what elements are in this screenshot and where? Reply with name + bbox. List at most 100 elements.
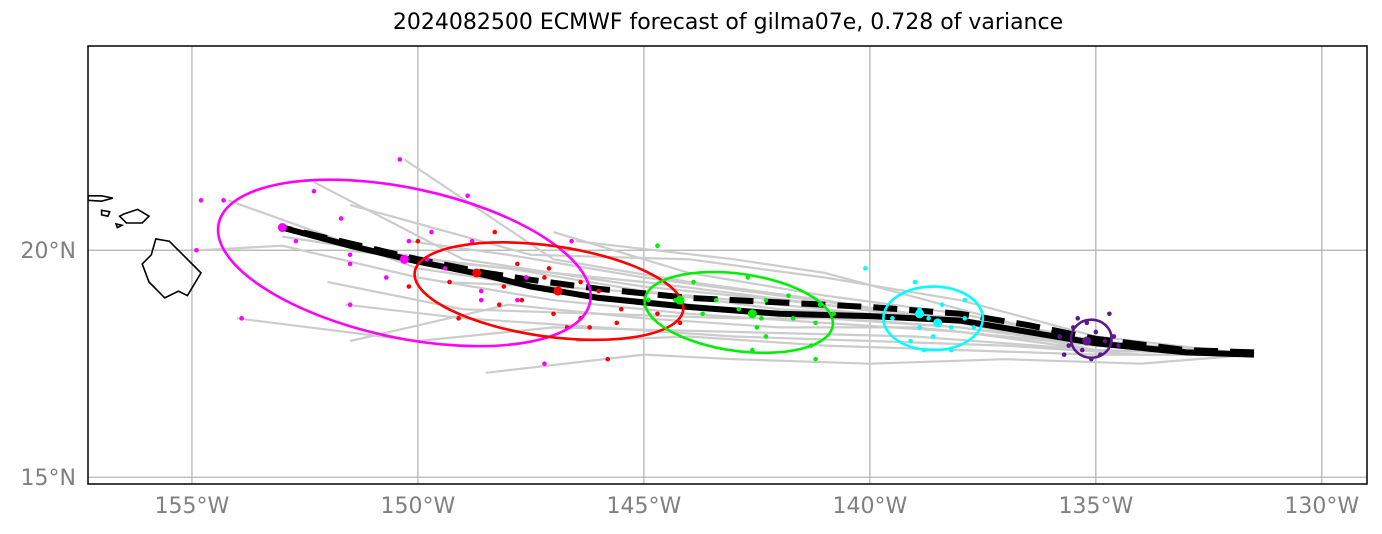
member-point (596, 288, 601, 294)
mean-position (1082, 336, 1092, 346)
member-point (293, 238, 299, 244)
mean-position (472, 268, 482, 278)
hawaii-coastline (88, 195, 203, 299)
member-point (813, 320, 818, 326)
member-point (813, 356, 818, 362)
member-point (863, 266, 868, 271)
member-point (908, 338, 913, 344)
member-point (492, 229, 498, 235)
member-point (691, 279, 696, 285)
member-point (311, 188, 317, 194)
member-point (926, 316, 931, 321)
member-point (519, 297, 525, 303)
member-point (890, 316, 895, 321)
member-point (546, 266, 552, 271)
ensemble-track (576, 335, 1254, 356)
member-point (962, 297, 968, 303)
mean-position (553, 286, 563, 296)
x-tick-label: 130°W (1284, 494, 1359, 519)
member-point (496, 302, 502, 308)
plot-frame (87, 45, 1368, 485)
ensemble-track (403, 158, 1255, 356)
member-point (524, 275, 529, 280)
member-point (447, 279, 452, 285)
member-point (763, 297, 769, 303)
member-point (759, 316, 764, 321)
axis-tick-labels: 155°W 150°W 145°W 140°W 135°W 130°W 20°N 15°N (21, 239, 1360, 519)
member-point (406, 238, 412, 244)
member-point (713, 297, 719, 303)
mean-position (675, 295, 685, 305)
member-point (198, 198, 204, 203)
member-point (429, 229, 434, 235)
member-point (1057, 334, 1062, 339)
uncertainty-ellipses (216, 178, 1113, 360)
uncertainty-ellipse (882, 285, 985, 352)
coastline-molokai (88, 195, 114, 203)
uncertainty-ellipse (1069, 318, 1113, 360)
member-point (456, 316, 461, 321)
mean-position (933, 318, 943, 328)
member-point (1079, 347, 1085, 353)
member-point (338, 216, 344, 221)
member-point (930, 334, 936, 339)
member-point (347, 252, 353, 258)
x-tick-label: 145°W (607, 494, 682, 519)
member-point (1116, 343, 1121, 348)
member-point (939, 302, 945, 308)
member-point (569, 238, 574, 244)
member-point (917, 325, 922, 330)
member-point (469, 238, 475, 244)
member-point (347, 302, 353, 308)
x-tick-label: 140°W (832, 494, 907, 519)
member-point (1107, 311, 1112, 317)
member-point (515, 261, 520, 267)
member-point (478, 297, 484, 303)
member-point (763, 334, 769, 339)
coastline-lanai (100, 209, 111, 218)
member-point (221, 198, 226, 203)
member-point (383, 275, 389, 280)
mean-track-solid (281, 224, 1255, 358)
member-point (790, 316, 796, 321)
mean-position (747, 309, 757, 319)
uncertainty-ellipse (216, 178, 592, 348)
member-point (542, 275, 547, 280)
member-point (614, 320, 620, 326)
mean-position (915, 309, 925, 319)
member-point (442, 266, 448, 271)
member-point (415, 238, 421, 244)
member-point (786, 293, 791, 298)
mean-position-dots (277, 223, 1092, 346)
member-point (578, 279, 583, 285)
member-point (1061, 352, 1067, 357)
y-tick-label: 15°N (21, 466, 76, 491)
member-point (587, 325, 592, 330)
member-point (912, 279, 918, 285)
member-point (745, 275, 751, 280)
member-point (700, 311, 705, 317)
member-point (655, 311, 660, 317)
ensemble-track (200, 244, 1255, 356)
uncertainty-ellipse (413, 241, 685, 342)
member-point (971, 325, 977, 330)
ensemble-mean-track (281, 224, 1255, 358)
member-point (1093, 329, 1099, 335)
x-tick-label: 155°W (155, 494, 230, 519)
member-point (551, 311, 556, 317)
map-title: 2024082500 ECMWF forecast of gilma07e, 0… (392, 10, 1064, 35)
member-point (677, 320, 683, 326)
member-point (239, 316, 244, 321)
ensemble-track (485, 353, 1255, 374)
member-point (754, 325, 760, 330)
member-point (501, 284, 507, 289)
mean-track-dashed (281, 224, 1255, 356)
ensemble-track (349, 203, 1255, 356)
member-point (618, 306, 624, 312)
uncertainty-ellipse (643, 270, 835, 355)
coastline-maui (118, 208, 151, 224)
member-point (1075, 316, 1081, 321)
member-point (542, 361, 547, 367)
member-point (831, 311, 837, 317)
member-point (1102, 338, 1108, 344)
